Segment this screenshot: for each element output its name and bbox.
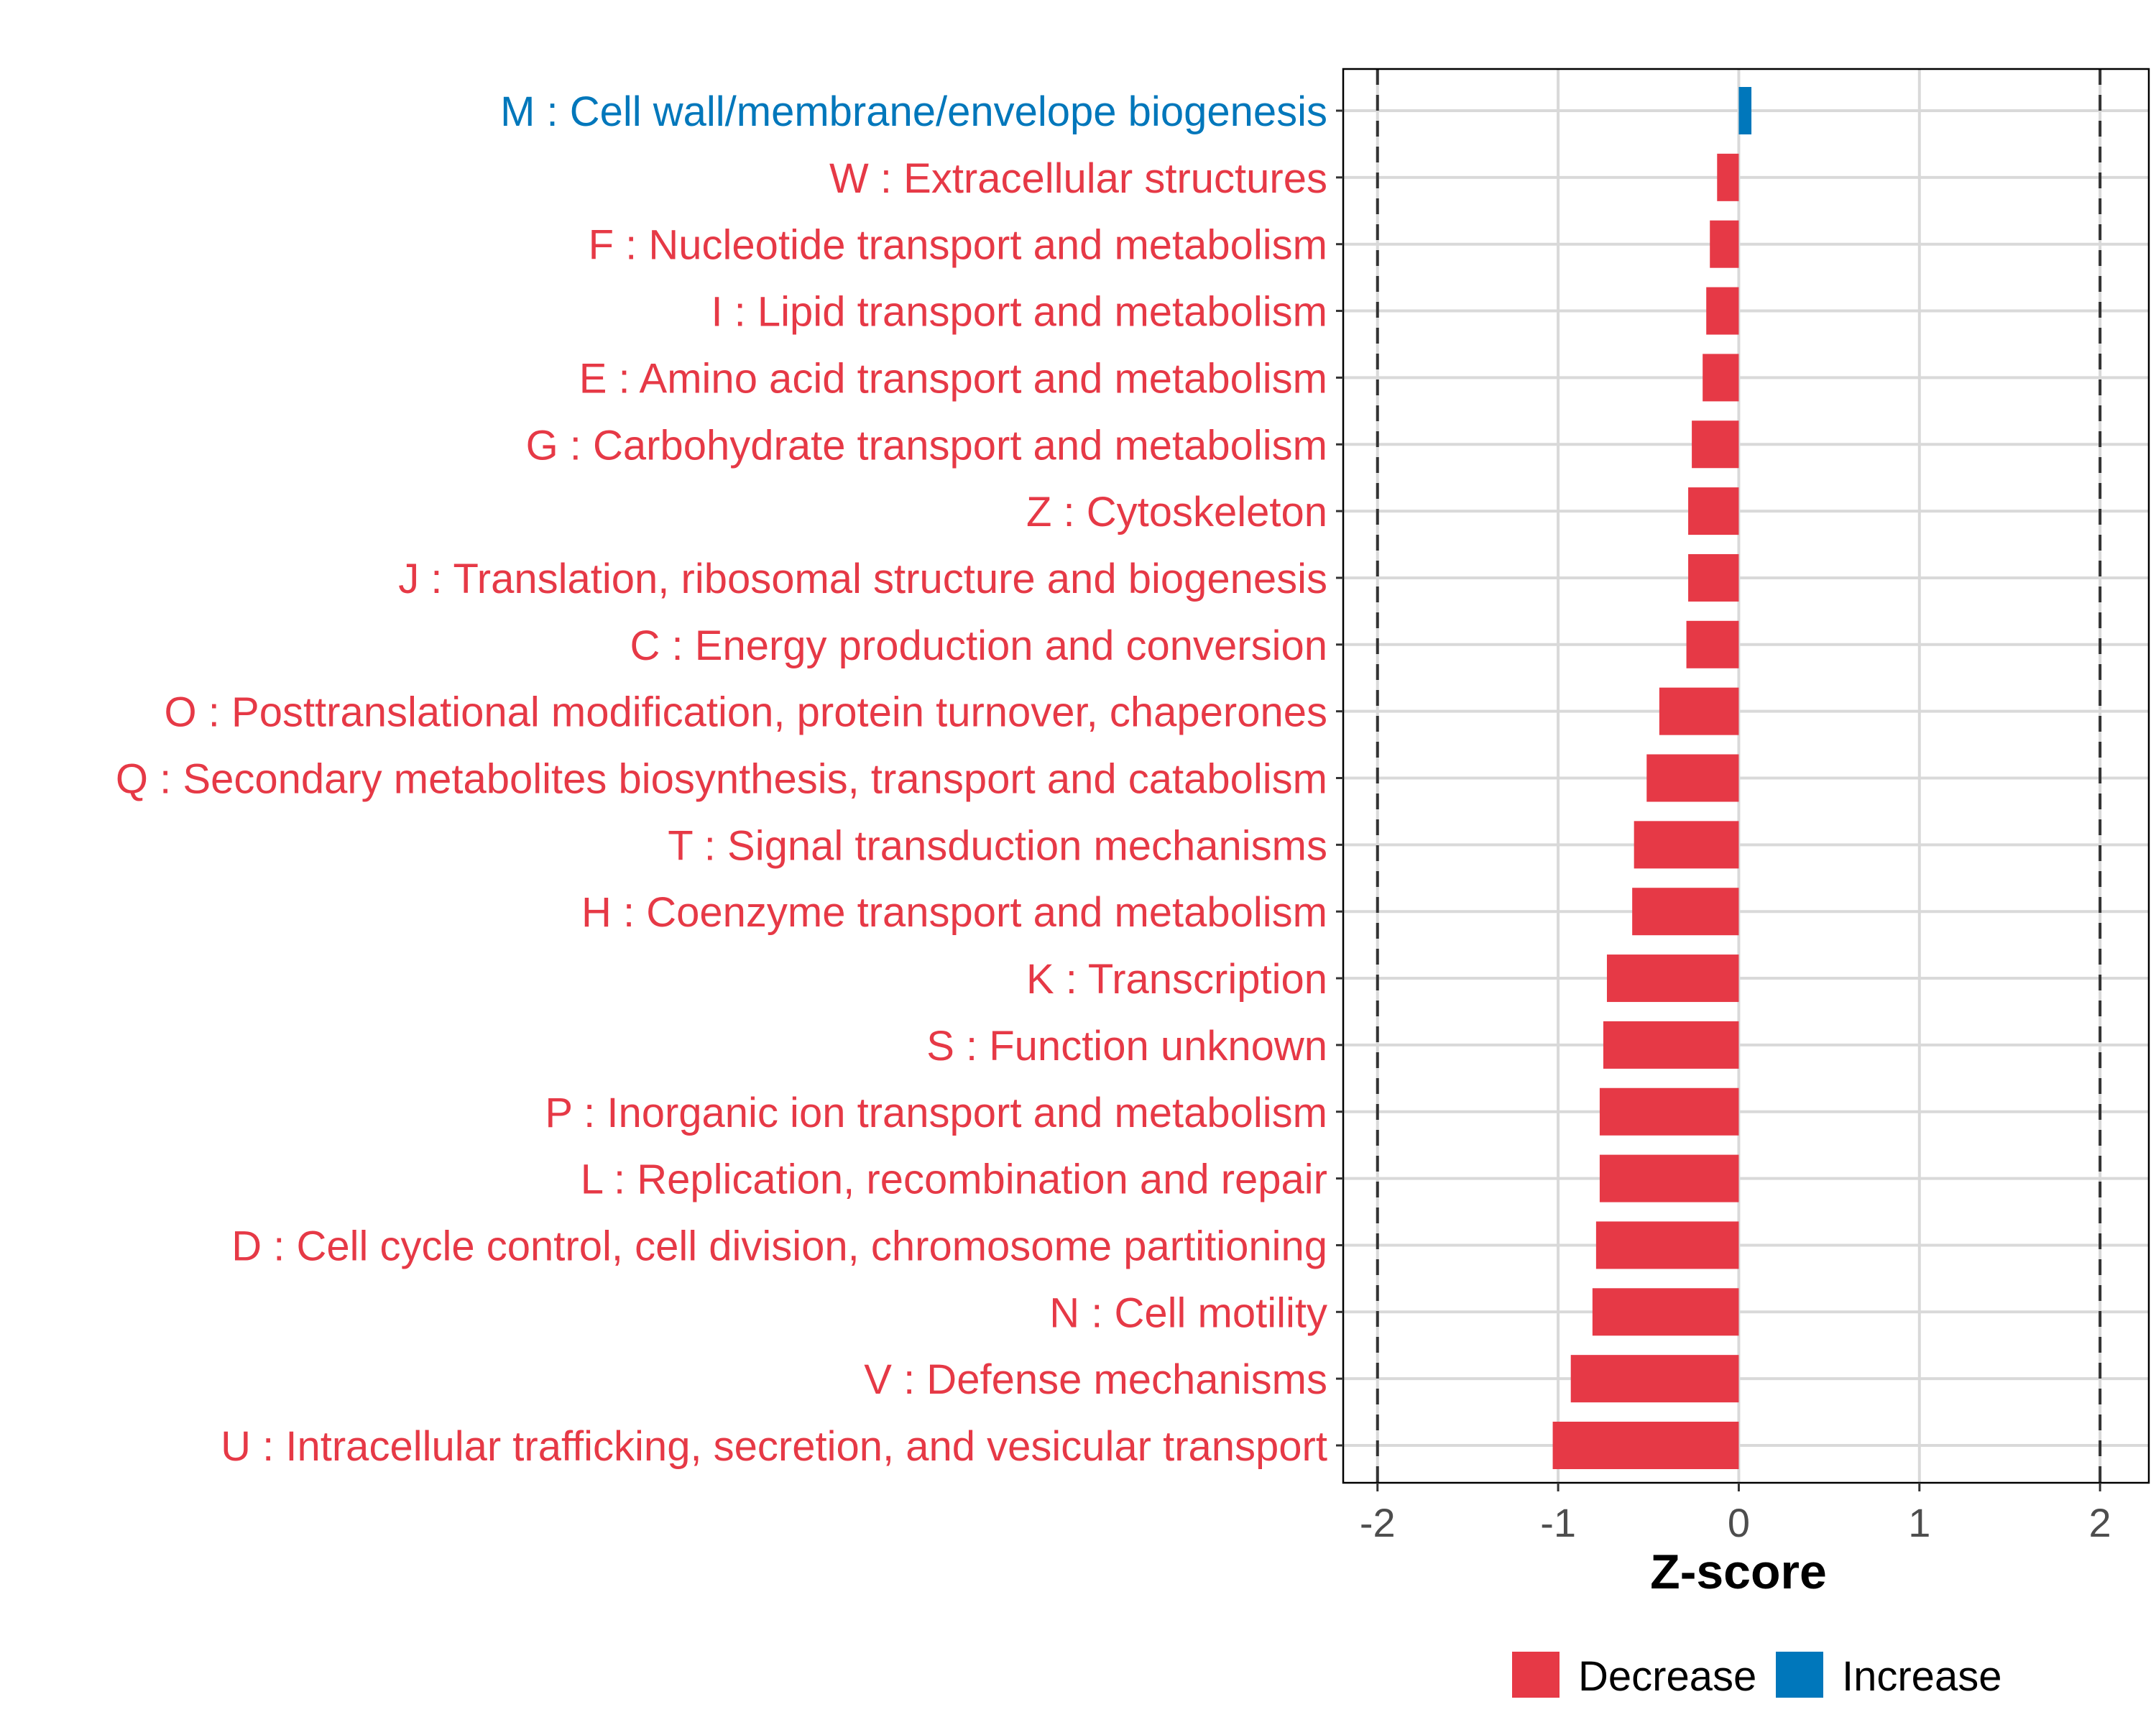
y-tick-label: Q : Secondary metabolites biosynthesis, … — [116, 756, 1327, 803]
x-tick-label: -2 — [1360, 1500, 1396, 1545]
bar — [1570, 1355, 1739, 1403]
bar — [1706, 287, 1739, 335]
bar — [1688, 553, 1739, 602]
bar — [1710, 220, 1739, 268]
x-axis-title: Z-score — [1650, 1545, 1827, 1599]
panel-border — [1342, 68, 2150, 1484]
y-tick-label: T : Signal transduction mechanisms — [668, 822, 1327, 869]
bar — [1646, 754, 1739, 802]
legend-label-decrease: Decrease — [1578, 1653, 1756, 1700]
y-tick-label: O : Posttranslational modification, prot… — [165, 689, 1327, 736]
bar — [1692, 420, 1739, 469]
bar — [1599, 1087, 1739, 1136]
bar — [1592, 1288, 1739, 1336]
y-tick-label: P : Inorganic ion transport and metaboli… — [545, 1090, 1327, 1136]
reference-lines — [1376, 69, 2102, 1483]
bar — [1552, 1422, 1739, 1469]
bar — [1634, 821, 1739, 869]
x-tick-label: 0 — [1728, 1500, 1750, 1545]
y-tick-label: F : Nucleotide transport and metabolism — [589, 222, 1327, 269]
y-tick-label: L : Replication, recombination and repai… — [581, 1156, 1327, 1203]
bar — [1738, 87, 1752, 134]
y-tick-label: C : Energy production and conversion — [630, 622, 1327, 669]
y-tick-label: U : Intracellular trafficking, secretion… — [221, 1423, 1327, 1470]
bar — [1686, 620, 1739, 668]
y-axis-labels: M : Cell wall/membrane/envelope biogenes… — [116, 88, 1343, 1470]
y-tick-label: D : Cell cycle control, cell division, c… — [231, 1223, 1327, 1269]
y-tick-label: W : Extracellular structures — [829, 155, 1327, 202]
y-tick-label: M : Cell wall/membrane/envelope biogenes… — [500, 88, 1327, 135]
x-axis-ticks: -2 -1 0 1 2 — [1360, 1483, 2111, 1545]
bar — [1606, 954, 1739, 1003]
x-tick-label: -1 — [1540, 1500, 1576, 1545]
bars — [1552, 87, 1752, 1469]
legend-label-increase: Increase — [1842, 1653, 2001, 1700]
y-tick-label: K : Transcription — [1026, 956, 1327, 1003]
y-tick-label: Z : Cytoskeleton — [1026, 489, 1327, 535]
bar — [1717, 153, 1739, 201]
grid — [1343, 69, 2149, 1483]
y-tick-label: E : Amino acid transport and metabolism — [579, 355, 1327, 402]
legend-key-increase — [1776, 1652, 1823, 1698]
x-tick-label: 2 — [2089, 1500, 2111, 1545]
legend: Decrease Increase — [1512, 1652, 2001, 1700]
bar — [1595, 1221, 1739, 1269]
bar — [1603, 1021, 1739, 1069]
y-tick-label: I : Lipid transport and metabolism — [711, 289, 1327, 336]
y-tick-label: J : Translation, ribosomal structure and… — [398, 556, 1327, 602]
y-tick-label: H : Coenzyme transport and metabolism — [581, 889, 1327, 936]
legend-key-decrease — [1512, 1652, 1560, 1698]
y-tick-label: N : Cell motility — [1049, 1289, 1327, 1336]
x-tick-label: 1 — [1908, 1500, 1930, 1545]
y-tick-label: G : Carbohydrate transport and metabolis… — [526, 422, 1327, 469]
y-tick-label: S : Function unknown — [926, 1023, 1327, 1070]
y-tick-label: V : Defense mechanisms — [864, 1356, 1327, 1403]
bar — [1703, 354, 1739, 402]
bar — [1632, 888, 1739, 936]
bar — [1688, 487, 1739, 535]
bar — [1659, 687, 1739, 735]
bar — [1599, 1154, 1739, 1202]
